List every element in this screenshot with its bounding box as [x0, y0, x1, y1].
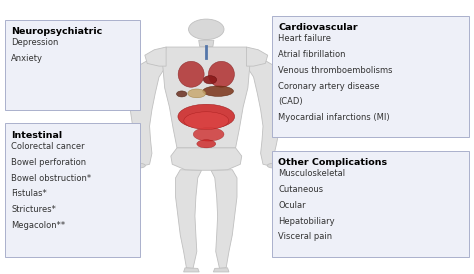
- Ellipse shape: [176, 91, 187, 97]
- Text: Cutaneous: Cutaneous: [278, 185, 323, 194]
- Text: Musculoskeletal: Musculoskeletal: [278, 169, 345, 178]
- Text: Atrial fibrillation: Atrial fibrillation: [278, 50, 346, 59]
- Text: (CAD): (CAD): [278, 98, 303, 107]
- Text: Hepatobiliary: Hepatobiliary: [278, 217, 335, 226]
- Ellipse shape: [178, 61, 204, 87]
- Polygon shape: [199, 40, 214, 47]
- Text: Depression: Depression: [11, 38, 58, 47]
- Text: Other Complications: Other Complications: [278, 158, 387, 167]
- Ellipse shape: [178, 104, 235, 129]
- Polygon shape: [128, 58, 166, 165]
- Text: Heart failure: Heart failure: [278, 34, 331, 43]
- Ellipse shape: [197, 140, 216, 148]
- Polygon shape: [213, 268, 229, 272]
- Ellipse shape: [203, 86, 234, 96]
- Ellipse shape: [209, 61, 235, 87]
- Text: Myocardial infarctions (MI): Myocardial infarctions (MI): [278, 113, 390, 122]
- Text: Bowel obstruction*: Bowel obstruction*: [11, 173, 91, 182]
- FancyBboxPatch shape: [273, 16, 469, 137]
- Ellipse shape: [267, 163, 282, 168]
- FancyBboxPatch shape: [273, 151, 469, 257]
- Ellipse shape: [188, 89, 206, 98]
- Polygon shape: [246, 58, 284, 165]
- Text: Strictures*: Strictures*: [11, 205, 56, 214]
- Polygon shape: [183, 268, 199, 272]
- Text: Colorectal cancer: Colorectal cancer: [11, 142, 85, 151]
- Text: Intestinal: Intestinal: [11, 131, 62, 140]
- Text: Megacolon**: Megacolon**: [11, 221, 65, 230]
- Polygon shape: [163, 47, 250, 148]
- FancyBboxPatch shape: [5, 20, 140, 110]
- Text: Venous thromboembolisms: Venous thromboembolisms: [278, 66, 392, 75]
- Polygon shape: [211, 170, 237, 269]
- Ellipse shape: [203, 76, 217, 84]
- Text: Coronary artery disease: Coronary artery disease: [278, 82, 380, 91]
- Polygon shape: [246, 47, 268, 66]
- Ellipse shape: [193, 127, 224, 141]
- Text: Neuropsychiatric: Neuropsychiatric: [11, 27, 102, 36]
- Text: Anxiety: Anxiety: [11, 54, 43, 63]
- Text: Fistulas*: Fistulas*: [11, 189, 47, 198]
- Text: Visceral pain: Visceral pain: [278, 232, 332, 241]
- Ellipse shape: [131, 163, 146, 168]
- Text: Ocular: Ocular: [278, 201, 306, 210]
- Ellipse shape: [184, 112, 229, 130]
- Ellipse shape: [189, 19, 224, 39]
- Polygon shape: [145, 47, 166, 66]
- Text: Bowel perforation: Bowel perforation: [11, 158, 86, 167]
- Text: Cardiovascular: Cardiovascular: [278, 23, 358, 32]
- FancyBboxPatch shape: [5, 123, 140, 257]
- Polygon shape: [171, 148, 242, 170]
- Polygon shape: [175, 170, 201, 269]
